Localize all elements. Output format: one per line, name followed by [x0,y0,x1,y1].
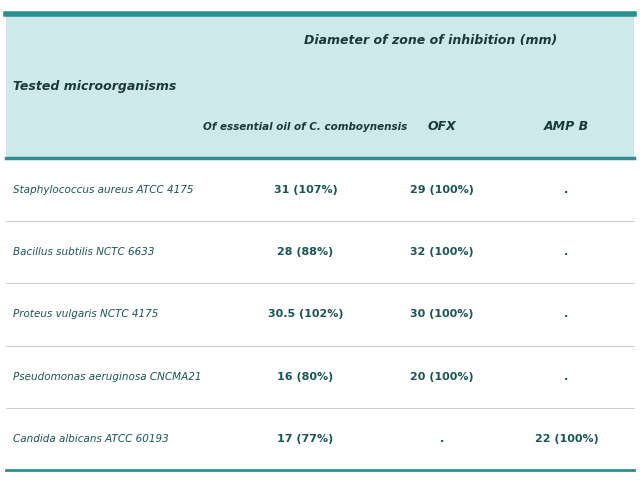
Text: 20 (100%): 20 (100%) [410,372,474,382]
Text: Of essential oil of C. comboynensis: Of essential oil of C. comboynensis [204,122,408,132]
Text: 30.5 (102%): 30.5 (102%) [268,310,343,319]
Text: 29 (100%): 29 (100%) [410,185,474,194]
Text: Pseudomonas aeruginosa CNCMA21: Pseudomonas aeruginosa CNCMA21 [13,372,202,382]
Text: 32 (100%): 32 (100%) [410,247,474,257]
Text: Diameter of zone of inhibition (mm): Diameter of zone of inhibition (mm) [304,34,557,48]
Text: .: . [440,434,444,444]
Text: Candida albicans ATCC 60193: Candida albicans ATCC 60193 [13,434,168,444]
Text: 16 (80%): 16 (80%) [278,372,333,382]
Bar [6,14,634,158]
Text: Bacillus subtilis NCTC 6633: Bacillus subtilis NCTC 6633 [13,247,154,257]
Text: .: . [564,372,568,382]
Text: 22 (100%): 22 (100%) [534,434,598,444]
Text: .: . [564,310,568,319]
Text: AMP B: AMP B [544,120,589,133]
Text: OFX: OFX [428,120,456,133]
Text: Proteus vulgaris NCTC 4175: Proteus vulgaris NCTC 4175 [13,310,158,319]
Text: Tested microorganisms: Tested microorganisms [13,80,176,93]
Text: 30 (100%): 30 (100%) [410,310,474,319]
Text: 28 (88%): 28 (88%) [278,247,333,257]
Text: .: . [564,247,568,257]
Text: 17 (77%): 17 (77%) [278,434,333,444]
Text: 31 (107%): 31 (107%) [274,185,337,194]
Text: .: . [564,185,568,194]
Text: Staphylococcus aureus ATCC 4175: Staphylococcus aureus ATCC 4175 [13,185,193,194]
